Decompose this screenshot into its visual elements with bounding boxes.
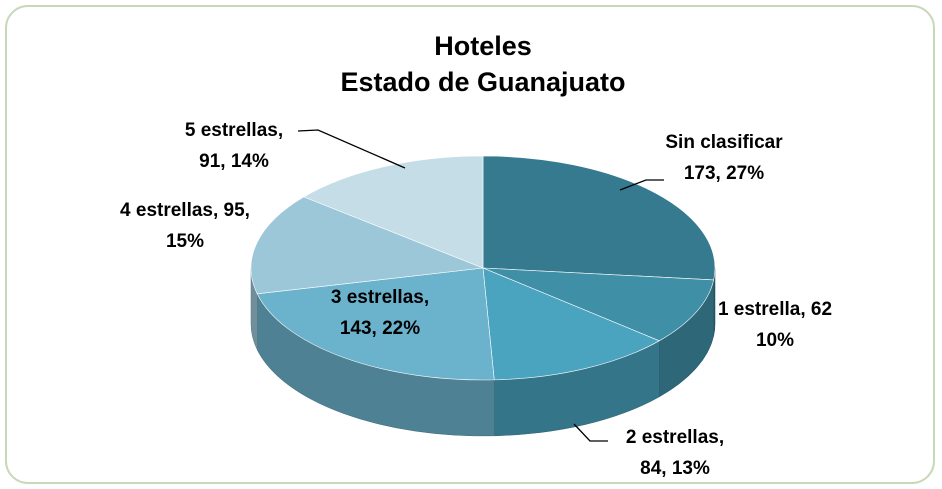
data-label: 3 estrellas,	[331, 287, 429, 308]
leader-line	[619, 179, 664, 191]
data-label: 91, 14%	[199, 151, 269, 172]
slice	[482, 155, 716, 281]
data-label: 143, 22%	[340, 318, 420, 339]
slice	[482, 267, 660, 381]
chart-title: Hoteles	[434, 31, 532, 61]
chart-subtitle: Estado de Guanajuato	[340, 67, 625, 97]
data-label: 15%	[166, 231, 204, 252]
data-label: 4 estrellas, 95,	[120, 200, 250, 221]
data-label: 1 estrella, 62	[718, 299, 832, 320]
slice	[482, 267, 715, 342]
data-label: Sin clasificar	[665, 132, 783, 153]
leader-line	[573, 423, 608, 442]
slice	[303, 155, 484, 269]
data-label: 84, 13%	[640, 458, 710, 479]
slice	[256, 267, 495, 381]
leader-line	[297, 129, 406, 169]
data-label: 10%	[756, 330, 794, 351]
slice	[250, 196, 484, 295]
data-label: 5 estrellas,	[185, 120, 283, 141]
data-label: 173, 27%	[684, 163, 764, 184]
data-label: 2 estrellas,	[626, 427, 724, 448]
pie	[250, 155, 716, 437]
